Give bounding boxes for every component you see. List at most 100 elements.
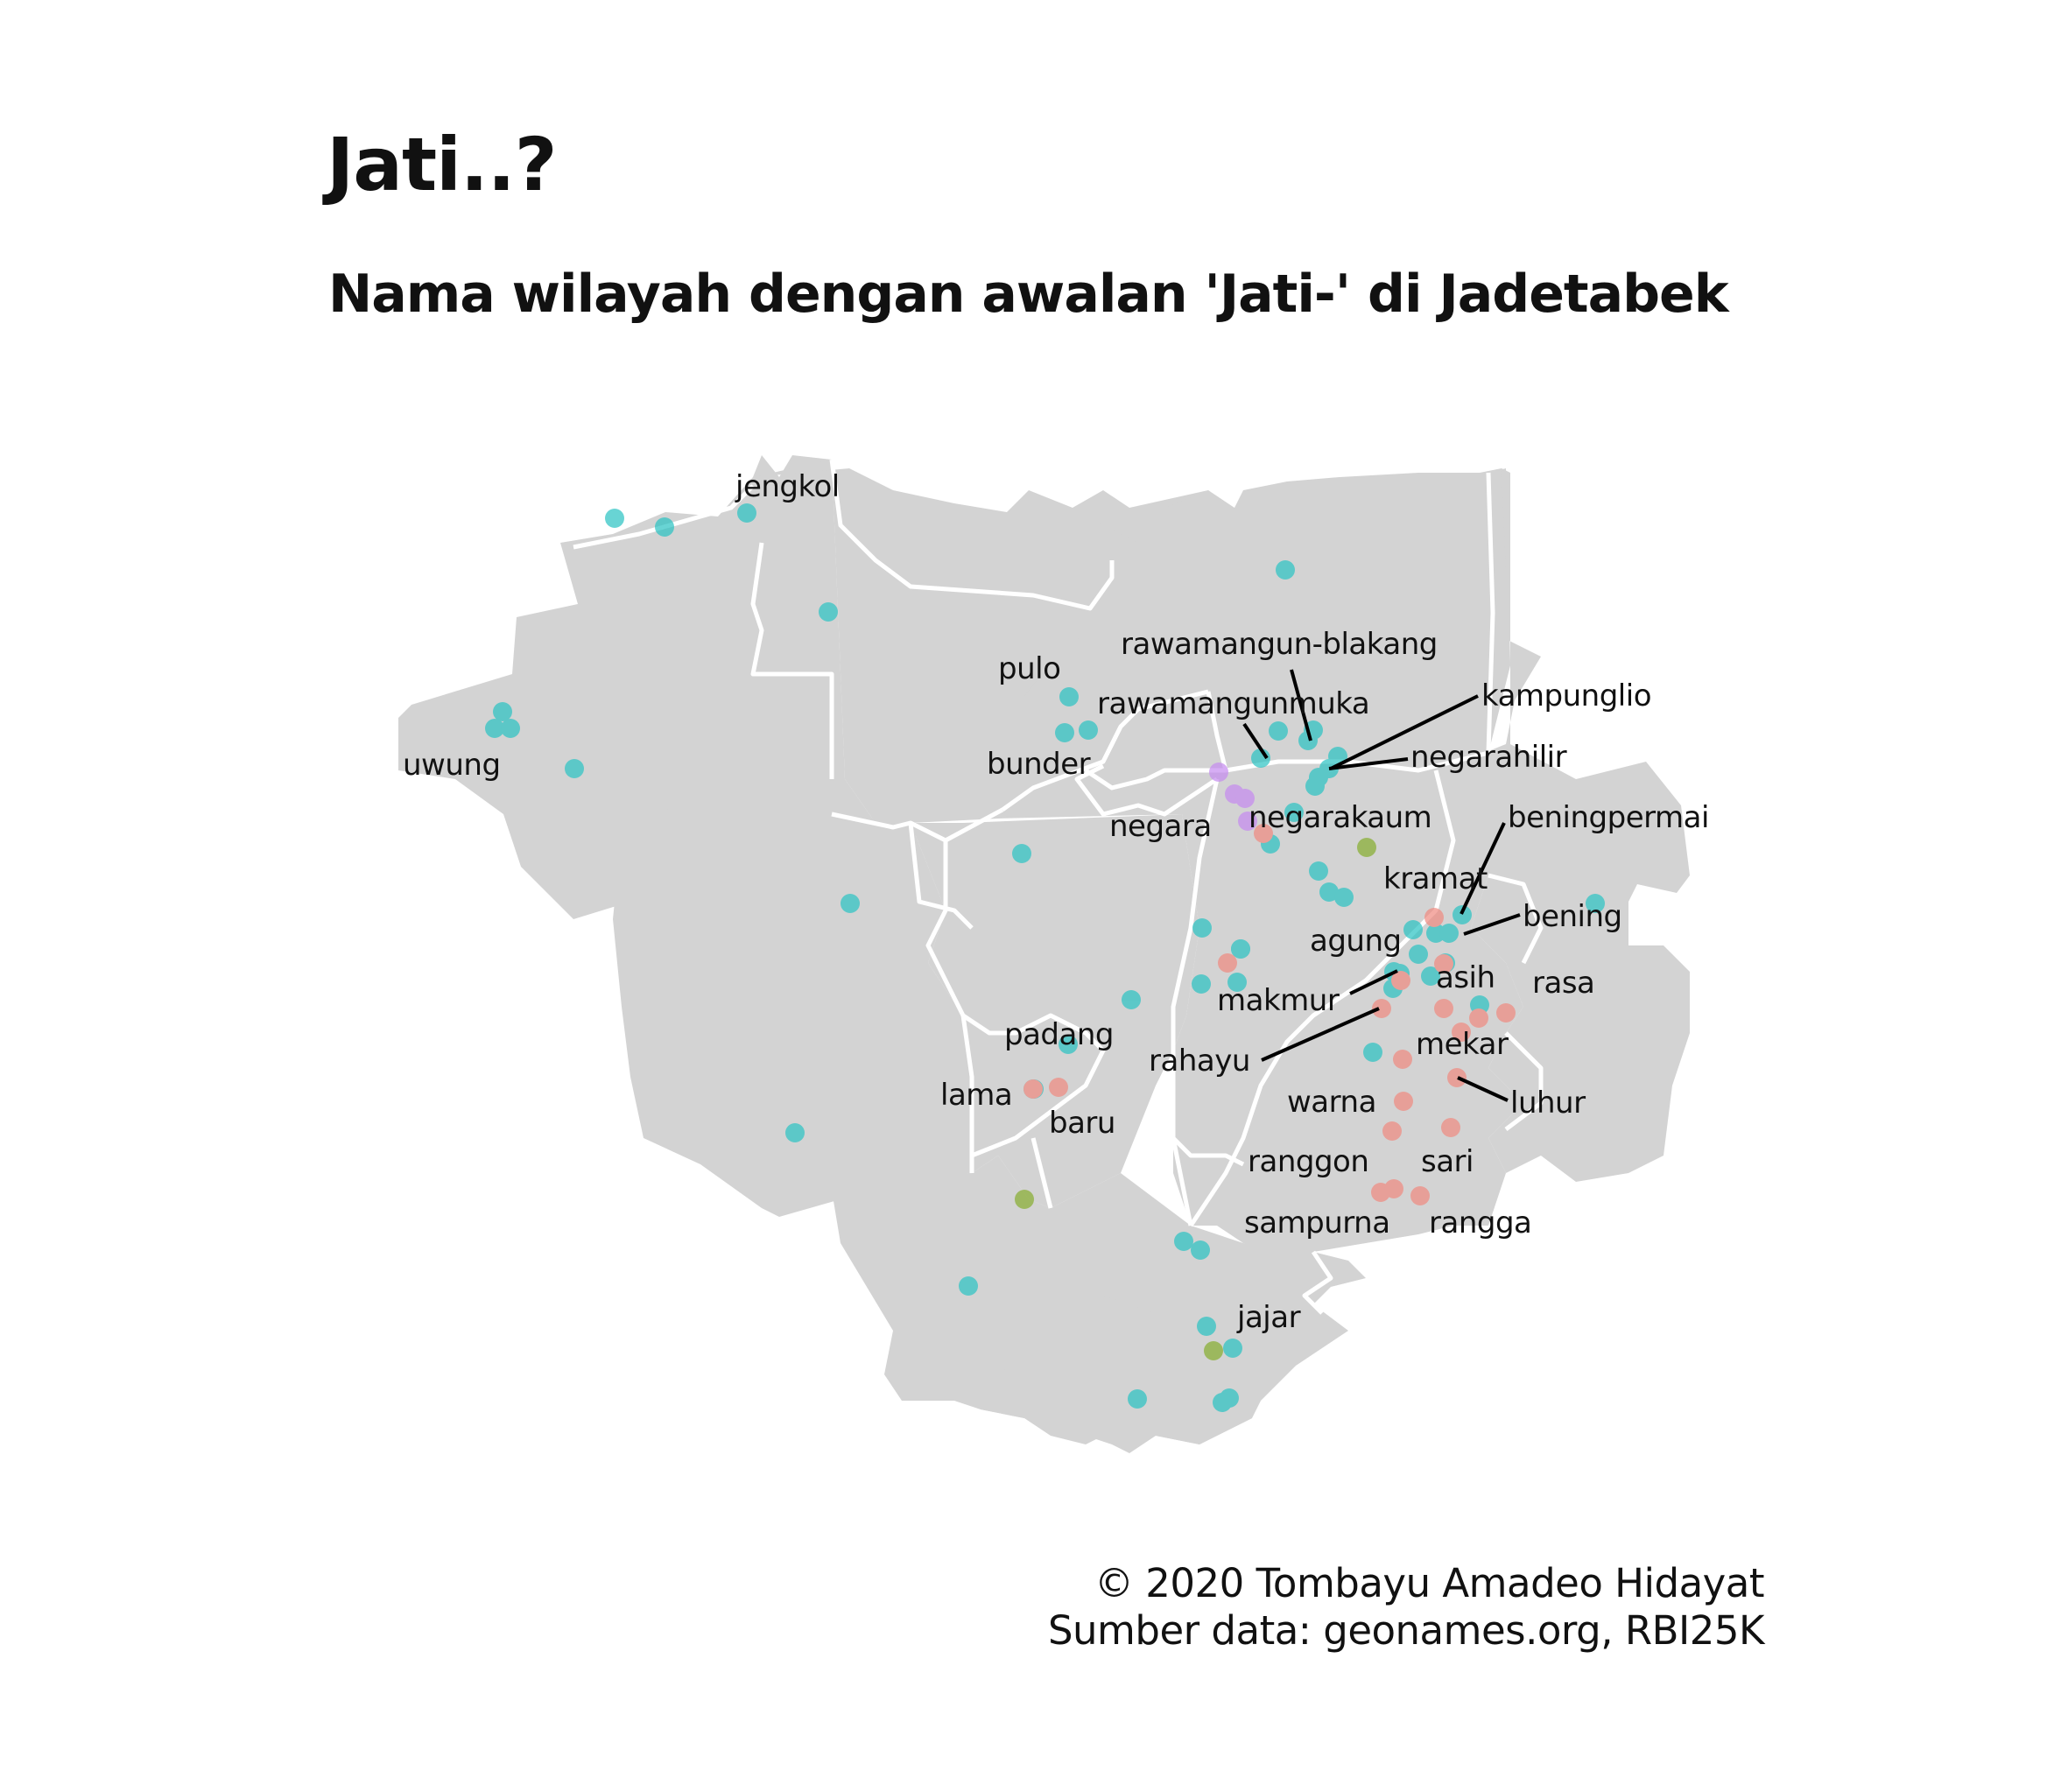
map-title: Jati..? [327,122,557,207]
place-labels: jengkol pulo rawamangun-blakang kampungl… [403,469,1709,1335]
place-point [485,719,504,738]
region-bekasi-city [1173,744,1523,1252]
boundary-line [1171,1136,1245,1167]
place-label: rahayu [1149,1044,1250,1079]
place-point [841,894,860,913]
place-point [1363,1043,1382,1062]
leader-line [1328,757,1409,770]
leader-line [1261,1007,1380,1062]
label-leader-lines [1242,669,1521,1102]
place-point [1238,812,1257,831]
place-point [1197,1317,1216,1336]
place-label: bunder [987,747,1091,782]
leader-line [1349,969,1398,995]
place-point [1231,939,1250,959]
place-label: makmur [1217,983,1340,1018]
place-point [1227,973,1247,992]
place-label: agung [1310,924,1402,959]
place-label: padang [1004,1017,1114,1052]
place-point [1469,1008,1488,1028]
place-label: luhur [1510,1086,1586,1121]
leader-line [1457,1076,1509,1102]
place-point [1403,920,1423,939]
place-point [1393,1050,1412,1069]
place-label: mekar [1416,1027,1509,1062]
place-point [1023,1079,1043,1099]
boundary-line [1504,1031,1544,1131]
place-point [1496,1003,1516,1022]
boundary-line [908,822,974,930]
place-point [1434,954,1453,973]
place-label: rawamangunmuka [1097,686,1369,721]
land-area [398,455,1690,1453]
place-point [1441,1118,1460,1137]
place-point [1079,720,1098,740]
place-label: asih [1436,960,1495,995]
place-point [1434,999,1453,1018]
place-point [1447,1068,1467,1087]
place-label: kramat [1383,861,1488,896]
place-point [1235,789,1255,808]
boundary-line [1074,763,1219,817]
place-point [605,509,624,528]
region-south-tangerang [911,814,1199,1208]
place-point [1192,918,1212,938]
boundary-line [1486,472,1495,754]
place-point [1269,721,1288,741]
place-point [785,1123,805,1142]
place-point [655,517,674,537]
region-tangerang [613,805,972,1217]
place-label: kampunglio [1481,678,1651,713]
leader-line [1290,669,1312,741]
place-label: rasa [1532,966,1594,1001]
source-line: Sumber data: geonames.org, RBI25K [1047,1607,1765,1654]
place-point [1319,882,1339,902]
place-label: lama [940,1078,1012,1113]
place-point [1209,762,1228,782]
place-label: rangga [1429,1205,1531,1240]
place-point [501,719,520,738]
leader-line [1463,913,1521,936]
boundary-line [1488,873,1544,965]
leader-line [1242,722,1269,760]
region-west [398,455,919,919]
place-point [1049,1078,1068,1097]
place-point [737,503,756,523]
leader-line [1330,694,1479,770]
place-point [1128,1389,1147,1409]
place-label: negara [1109,809,1212,844]
place-point [1586,894,1605,913]
place-label: jajar [1236,1300,1301,1335]
boundary-line [1001,689,1209,812]
place-point [493,702,512,721]
place-point [1276,560,1295,580]
place-point [1218,953,1237,973]
region-jakarta [1024,468,1510,840]
place-point [1384,1179,1403,1198]
place-label: rawamangun-blakang [1121,627,1438,662]
boundary-line [829,459,1115,611]
place-point [819,602,838,622]
place-point [1334,888,1354,907]
boundary-line [1188,770,1456,1227]
place-point [1453,905,1472,924]
place-point [1452,1022,1471,1042]
leader-line [1460,822,1506,915]
place-label: sari [1421,1144,1474,1179]
boundary-line [925,840,974,1173]
place-point [1174,1232,1193,1251]
place-label: sampurna [1244,1205,1390,1240]
place-point [1059,687,1079,706]
place-label: baru [1049,1106,1115,1141]
place-point [1012,844,1031,863]
place-point [1372,999,1391,1018]
place-point [1122,990,1141,1009]
place-point [959,1276,978,1296]
boundary-line [1030,1137,1053,1209]
place-point [1391,971,1410,990]
place-point [1015,1190,1034,1209]
place-point [1204,1341,1223,1360]
place-points [485,503,1605,1412]
place-label: warna [1287,1085,1376,1120]
